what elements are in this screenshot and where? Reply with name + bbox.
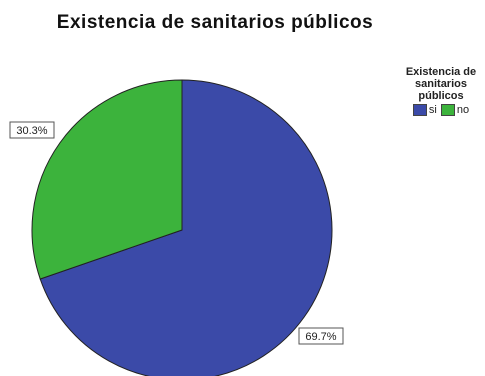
legend-label: no [456, 104, 470, 116]
slice-value-label: 69.7% [305, 331, 336, 343]
legend-swatch [412, 104, 427, 116]
chart-title: Existencia de sanitarios públicos [56, 12, 374, 33]
legend-item-no: no [440, 104, 470, 116]
legend: Existencia de sanitarios públicos si no [397, 66, 485, 116]
legend-swatch [440, 104, 455, 116]
slice-label-no: 30.3% [9, 121, 55, 139]
pie-slices [31, 79, 333, 376]
slice-value-label: 30.3% [16, 125, 47, 137]
legend-items: si no [397, 104, 485, 116]
pie-labels: 69.7% 30.3% [9, 121, 344, 345]
pie-slice-si [39, 79, 333, 376]
legend-title: Existencia de sanitarios públicos [405, 66, 477, 102]
legend-label: si [428, 104, 437, 116]
pie-slice-no [31, 79, 183, 280]
legend-item-si: si [412, 104, 437, 116]
slice-label-si: 69.7% [298, 327, 344, 345]
